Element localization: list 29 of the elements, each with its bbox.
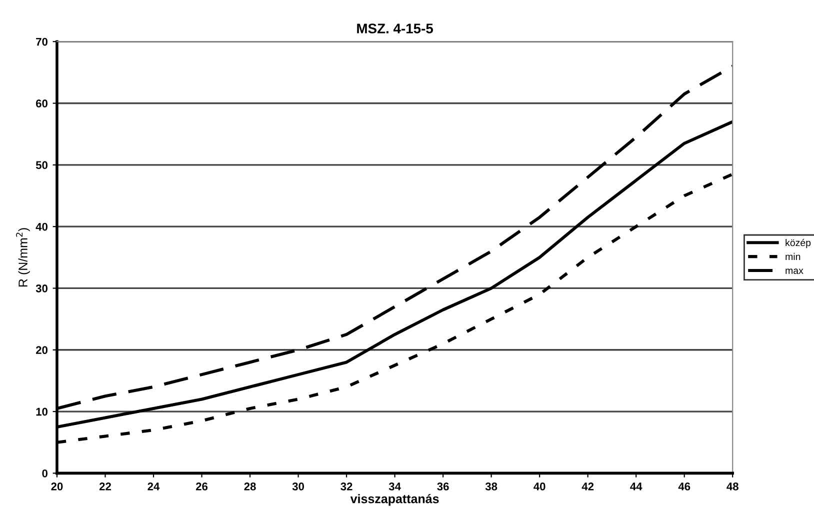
y-tick-label: 20 <box>36 346 48 354</box>
x-axis-title: visszapattanás <box>350 494 439 506</box>
y-tick-label: 60 <box>36 100 48 108</box>
x-tick-label: 42 <box>582 482 594 490</box>
legend-label: közép <box>786 238 811 248</box>
y-axis-title: R (N/mm$^{2}$) <box>16 228 30 286</box>
x-tick-label: 20 <box>51 482 63 490</box>
x-tick-label: 32 <box>340 482 352 490</box>
y-tick-label: 50 <box>36 161 48 170</box>
x-tick-label: 44 <box>630 482 642 490</box>
y-tick-label: 70 <box>36 38 48 46</box>
x-tick-label: 46 <box>678 482 690 490</box>
legend-label: max <box>786 268 804 274</box>
x-tick-label: 26 <box>196 482 208 490</box>
x-tick-label: 40 <box>534 482 546 490</box>
y-tick-label: 40 <box>36 222 48 231</box>
y-tick-label: 30 <box>36 284 48 292</box>
x-tick-label: 30 <box>292 482 304 490</box>
x-tick-label: 36 <box>437 482 449 490</box>
legend-label: min <box>786 252 800 260</box>
x-tick-label: 24 <box>148 482 160 490</box>
y-tick-label: 0 <box>42 469 48 478</box>
x-tick-label: 34 <box>388 482 401 490</box>
chart-title: MSZ. 4-15-5 <box>357 24 433 34</box>
x-tick-label: 28 <box>244 482 256 490</box>
x-tick-label: 48 <box>726 482 738 490</box>
y-tick-label: 10 <box>36 408 48 416</box>
x-tick-label: 38 <box>485 482 498 490</box>
x-tick-label: 22 <box>99 482 111 490</box>
